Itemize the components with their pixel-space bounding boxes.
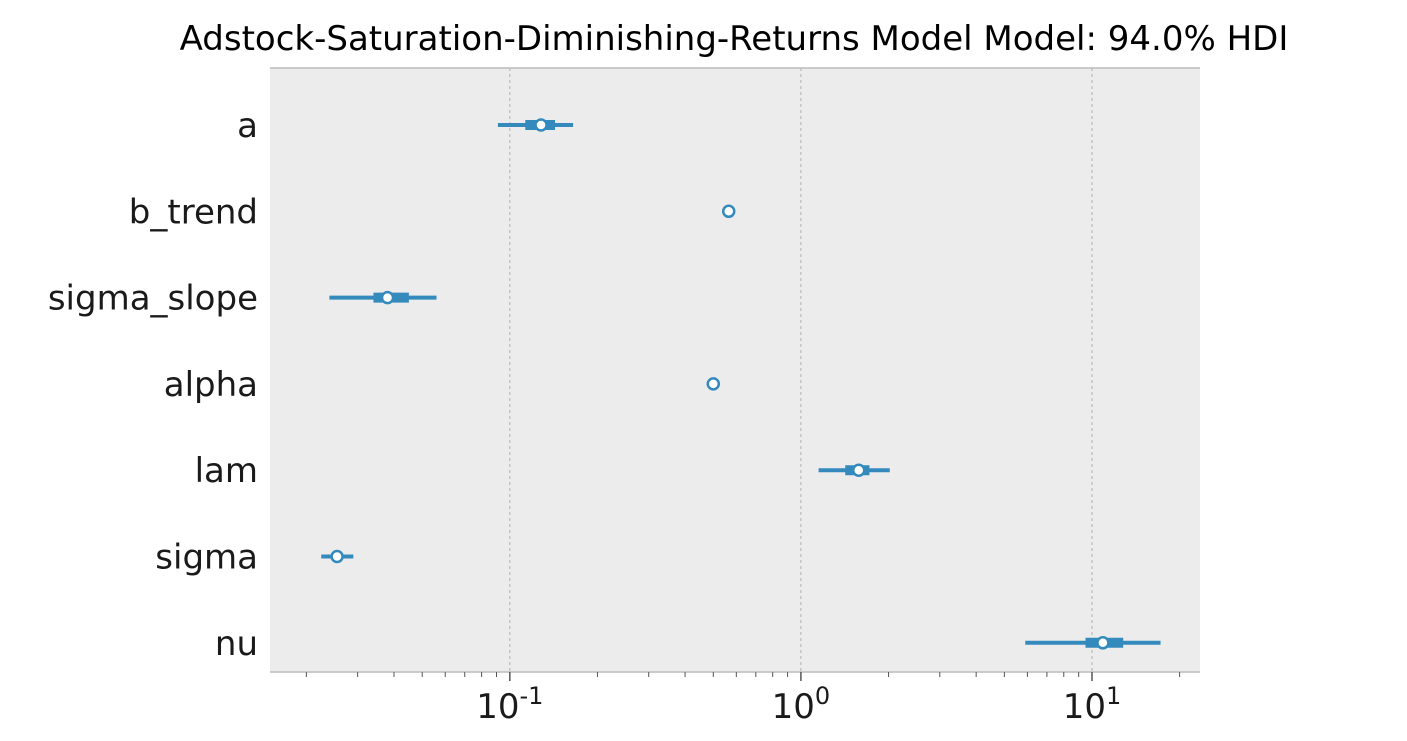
y-label-alpha: alpha	[164, 365, 258, 405]
x-tick-label: 10-1	[476, 682, 543, 727]
series-marks	[321, 118, 1161, 650]
plot-area	[270, 68, 1200, 672]
y-label-a: a	[237, 106, 258, 146]
median-marker-sigma_slope	[380, 290, 395, 305]
x-tick-exponent: 0	[815, 682, 830, 710]
y-label-nu: nu	[215, 624, 258, 664]
x-tick-exponent: -1	[519, 682, 543, 710]
median-marker-nu	[1096, 636, 1110, 650]
x-tick-exponent: 1	[1106, 682, 1121, 710]
y-label-sigma: sigma	[155, 538, 258, 578]
median-marker-sigma	[330, 549, 344, 564]
x-tick-base: 10	[476, 687, 519, 727]
x-axis-ticks: 10-1 100 101	[305, 672, 1181, 727]
median-marker-a	[534, 118, 548, 132]
grid-lines	[509, 68, 1093, 672]
median-marker-lam	[851, 463, 866, 477]
chart-title: Adstock-Saturation-Diminishing-Returns M…	[180, 19, 1289, 59]
x-tick-base: 10	[1063, 687, 1106, 727]
x-tick-base: 10	[772, 687, 815, 727]
y-label-lam: lam	[195, 451, 258, 491]
median-marker-alpha	[706, 377, 721, 391]
x-tick-label: 100	[772, 682, 831, 727]
y-label-sigma_slope: sigma_slope	[48, 279, 258, 319]
x-tick-label: 101	[1063, 682, 1122, 727]
median-marker-b_trend	[721, 204, 736, 219]
y-label-b_trend: b_trend	[129, 192, 258, 232]
